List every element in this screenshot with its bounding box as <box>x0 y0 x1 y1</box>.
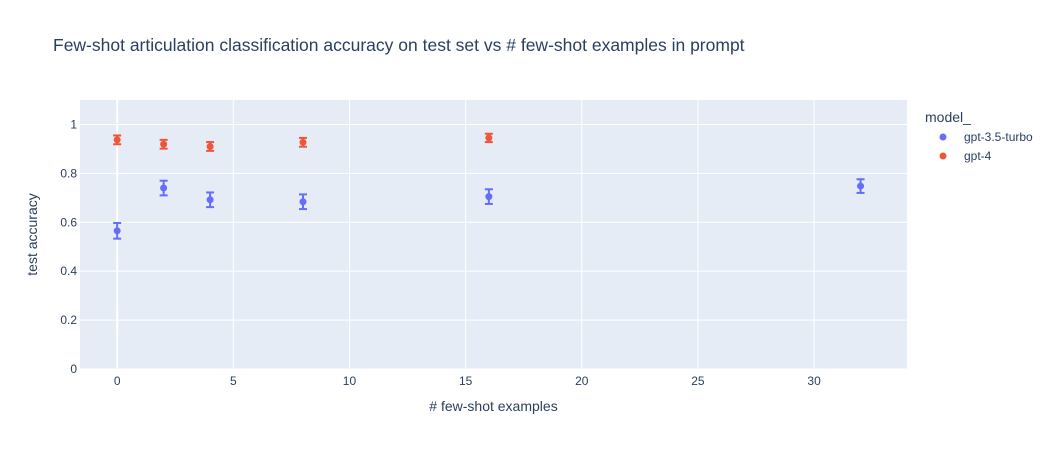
y-tick-label: 0.4 <box>60 264 77 278</box>
data-point[interactable] <box>857 182 865 190</box>
data-series <box>113 132 865 240</box>
y-tick-label: 0.6 <box>60 215 77 229</box>
x-tick-label: 10 <box>343 374 357 388</box>
y-tick-label: 1 <box>70 117 77 131</box>
x-tick-labels: 0 5 10 15 20 25 30 <box>114 374 821 388</box>
data-point[interactable] <box>160 140 168 148</box>
x-tick-label: 25 <box>691 374 705 388</box>
data-point[interactable] <box>206 142 214 150</box>
y-tick-labels: 0 0.2 0.4 0.6 0.8 1 <box>60 117 77 376</box>
x-tick-label: 15 <box>459 374 473 388</box>
legend-title: model_ <box>925 109 971 125</box>
chart-title: Few-shot articulation classification acc… <box>53 35 745 55</box>
data-point[interactable] <box>485 134 493 142</box>
y-tick-label: 0 <box>70 362 77 376</box>
data-point[interactable] <box>299 198 307 206</box>
legend-marker <box>939 133 947 141</box>
x-tick-label: 0 <box>114 374 121 388</box>
data-point[interactable] <box>160 184 168 192</box>
y-tick-label: 0.8 <box>60 166 77 180</box>
data-point[interactable] <box>113 227 121 235</box>
x-tick-label: 20 <box>575 374 589 388</box>
data-point[interactable] <box>206 196 214 204</box>
legend-item-gpt-3.5-turbo[interactable]: gpt-3.5-turbo <box>939 130 1034 144</box>
data-point[interactable] <box>485 193 493 201</box>
y-gridlines <box>80 123 907 370</box>
legend-items: gpt-3.5-turbo gpt-4 <box>939 130 1034 163</box>
legend-marker <box>939 152 947 160</box>
x-axis-label: # few-shot examples <box>429 398 557 414</box>
legend-label: gpt-3.5-turbo <box>964 130 1033 144</box>
series-gpt-4 <box>113 132 493 152</box>
legend-item-gpt-4[interactable]: gpt-4 <box>939 149 992 163</box>
legend-label: gpt-4 <box>964 149 992 163</box>
x-tick-label: 5 <box>230 374 237 388</box>
y-axis-label: test accuracy <box>24 193 40 275</box>
legend: model_ gpt-3.5-turbo gpt-4 <box>925 109 1033 163</box>
y-tick-label: 0.2 <box>60 313 77 327</box>
series-gpt-3.5-turbo <box>113 178 865 240</box>
x-tick-label: 30 <box>807 374 821 388</box>
data-point[interactable] <box>299 138 307 146</box>
data-point[interactable] <box>113 136 121 144</box>
plot-background <box>80 100 907 369</box>
